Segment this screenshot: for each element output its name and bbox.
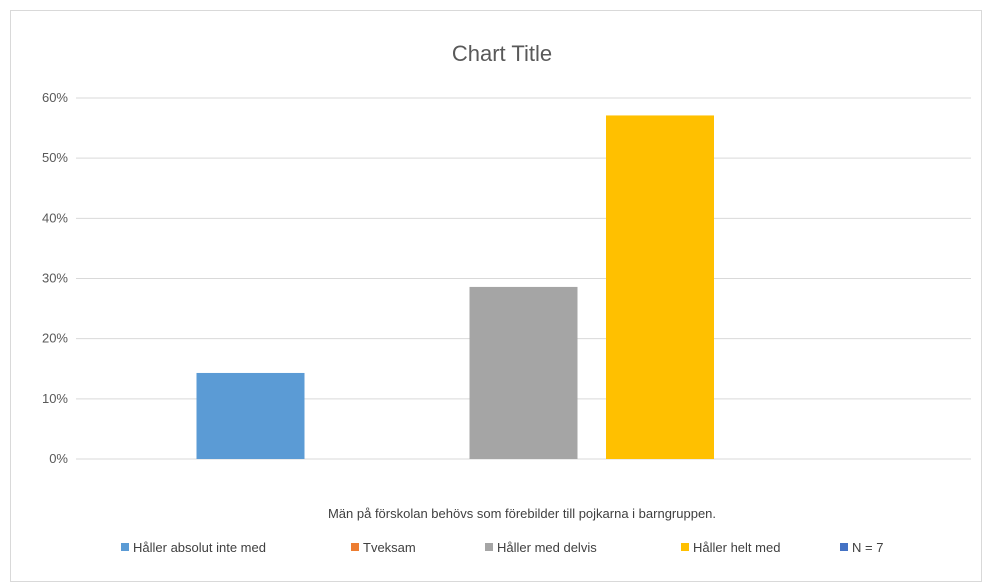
- legend-swatch: [485, 543, 493, 551]
- y-tick-label: 10%: [42, 391, 68, 406]
- bar-4: [606, 115, 714, 459]
- legend-item: Håller helt med: [681, 540, 780, 555]
- legend-label: Håller med delvis: [497, 540, 597, 555]
- y-tick-label: 30%: [42, 271, 68, 286]
- bar-3: [469, 286, 578, 459]
- bars: [196, 115, 714, 459]
- legend-item: N = 7: [840, 540, 883, 555]
- chart-svg: Chart Title 0% 10% 20% 30% 40% 50% 60% Män på …: [42, 41, 971, 555]
- chart-title: Chart Title: [452, 41, 552, 66]
- legend-swatch: [840, 543, 848, 551]
- y-axis-ticks: 0% 10% 20% 30% 40% 50% 60%: [42, 90, 68, 466]
- y-tick-label: 50%: [42, 150, 68, 165]
- y-tick-label: 20%: [42, 331, 68, 346]
- legend-swatch: [351, 543, 359, 551]
- chart-area: Chart Title 0% 10% 20% 30% 40% 50% 60% Män på …: [10, 10, 982, 582]
- legend: Håller absolut inte med Tveksam Håller med…: [121, 540, 883, 555]
- legend-item: Håller med delvis: [485, 540, 597, 555]
- legend-swatch: [121, 543, 129, 551]
- y-tick-label: 60%: [42, 90, 68, 105]
- legend-swatch: [681, 543, 689, 551]
- y-tick-label: 40%: [42, 210, 68, 225]
- legend-item: Håller absolut inte med: [121, 540, 266, 555]
- legend-label: Håller helt med: [693, 540, 780, 555]
- legend-item: Tveksam: [351, 540, 416, 555]
- y-tick-label: 0%: [49, 451, 68, 466]
- legend-label: Tveksam: [363, 540, 416, 555]
- legend-label: Håller absolut inte med: [133, 540, 266, 555]
- bar-1: [196, 372, 305, 459]
- legend-label: N = 7: [852, 540, 883, 555]
- x-axis-label: Män på förskolan behövs som förebilder t…: [328, 506, 716, 521]
